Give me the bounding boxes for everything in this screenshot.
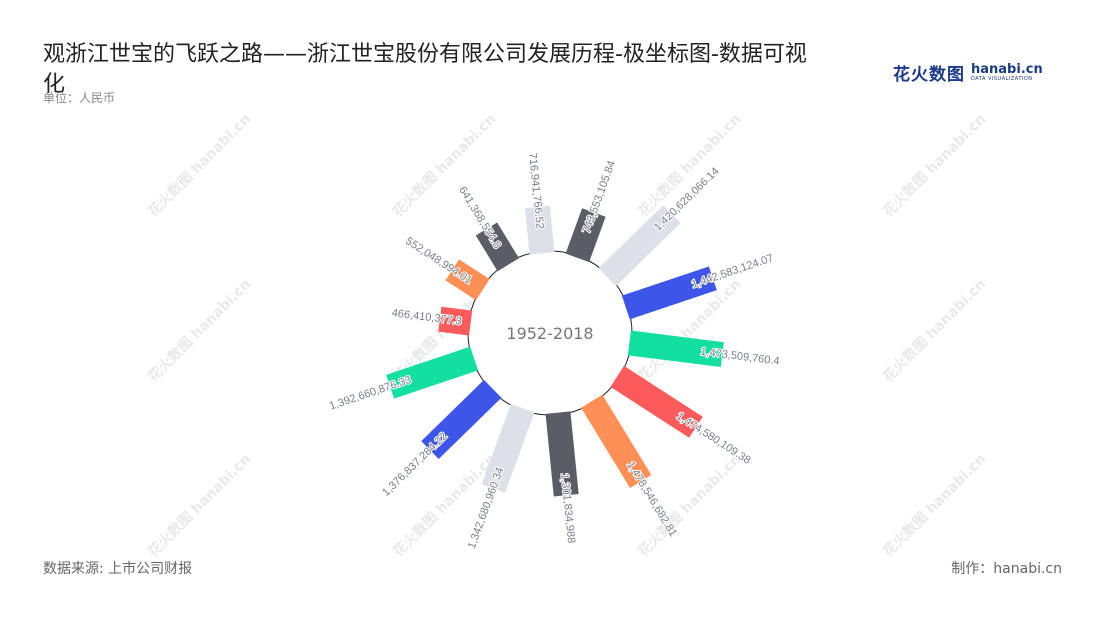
chart-title: 观浙江世宝的飞跃之路——浙江世宝股份有限公司发展历程-极坐标图-数据可视化 (43, 42, 807, 97)
logo-en-block: hanabi.cn DATA VISUALIZATION (971, 63, 1043, 83)
data-source: 数据来源: 上市公司财报 (43, 561, 193, 577)
polar-bar (524, 205, 555, 255)
unit-label: 单位：人民币 (43, 91, 116, 105)
bar-value-label: 1,376,837,284.22 (380, 430, 450, 498)
polar-bar (475, 222, 519, 272)
polar-bar (438, 306, 473, 336)
polar-bar (621, 266, 717, 320)
polar-bar (386, 346, 479, 399)
polar-bar (610, 365, 703, 438)
center-label: 1952-2018 (506, 324, 593, 343)
polar-bar (565, 208, 606, 263)
bar-value-label: 1,478,546,682.81 (624, 460, 679, 539)
polar-bar (481, 403, 535, 493)
logo-cn-text: 花火数图 (893, 65, 965, 85)
logo-en-text: hanabi.cn (971, 61, 1043, 77)
polar-bar (627, 330, 724, 367)
polar-bar (445, 259, 490, 301)
polar-bar (598, 205, 681, 287)
bar-value-label: 552,048,994.01 (403, 235, 474, 287)
credit-text: 制作：hanabi.cn (951, 561, 1062, 577)
bar-value-label: 1,420,628,066.14 (652, 165, 722, 233)
brand-logo: 花火数图 hanabi.cn DATA VISUALIZATION (893, 60, 1043, 86)
polar-bar (421, 379, 502, 460)
polar-bar (581, 394, 652, 488)
polar-bar (545, 411, 579, 497)
bar-value-label: 1,474,580,109.38 (674, 410, 752, 467)
logo-en-subtext: DATA VISUALIZATION (971, 75, 1033, 82)
